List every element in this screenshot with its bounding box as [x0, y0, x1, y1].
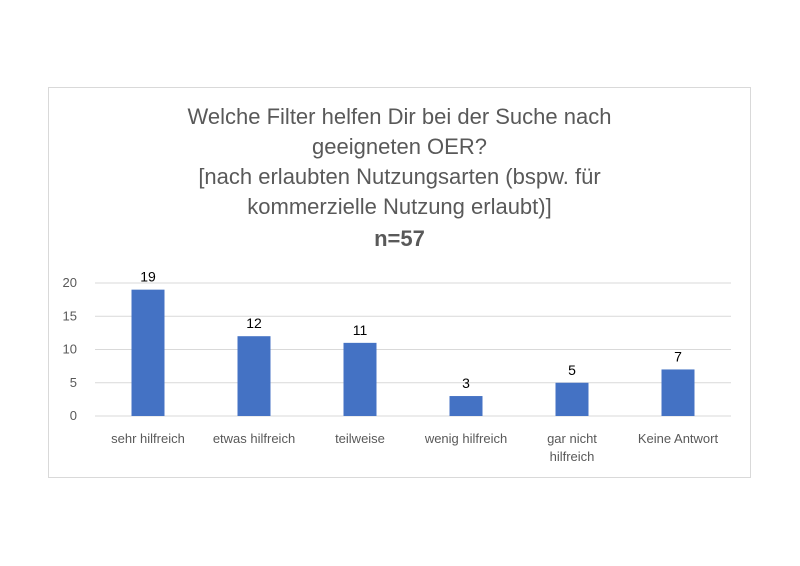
y-tick-label: 20 [63, 275, 77, 290]
bar [661, 369, 695, 416]
x-tick-label: Keine Antwort [638, 431, 719, 446]
chart-title-line: Welche Filter helfen Dir bei der Suche n… [187, 104, 612, 129]
chart-frame: Welche Filter helfen Dir bei der Suche n… [48, 87, 751, 478]
y-tick-label: 0 [70, 408, 77, 423]
chart-title-line: geeigneten OER? [312, 134, 487, 159]
y-tick-label: 15 [63, 308, 77, 323]
y-tick-label: 5 [70, 375, 77, 390]
chart-title: Welche Filter helfen Dir bei der Suche n… [49, 102, 750, 254]
data-label: 11 [353, 322, 368, 338]
data-label: 19 [140, 269, 156, 285]
x-tick-label: teilweise [335, 431, 385, 446]
chart-title-line: kommerzielle Nutzung erlaubt)] [247, 194, 552, 219]
chart-subtitle: n=57 [374, 226, 425, 251]
chart-title-line: [nach erlaubten Nutzungsarten (bspw. für [198, 164, 601, 189]
bar [343, 342, 377, 416]
bar [555, 382, 589, 416]
x-tick-label: hilfreich [550, 449, 595, 464]
bar [131, 289, 165, 416]
x-tick-label: gar nicht [547, 431, 597, 446]
bar-chart: 0 5 10 15 20 19 sehr hilfreich 12 etwas hilfreic… [63, 269, 731, 464]
x-tick-label: sehr hilfreich [111, 431, 185, 446]
y-tick-label: 10 [63, 342, 77, 357]
data-label: 12 [246, 315, 262, 331]
data-label: 5 [568, 362, 576, 378]
x-tick-label: etwas hilfreich [213, 431, 295, 446]
bar [237, 336, 271, 416]
data-label: 7 [674, 348, 682, 364]
bar [449, 396, 483, 416]
data-label: 3 [462, 375, 470, 391]
x-tick-label: wenig hilfreich [424, 431, 507, 446]
